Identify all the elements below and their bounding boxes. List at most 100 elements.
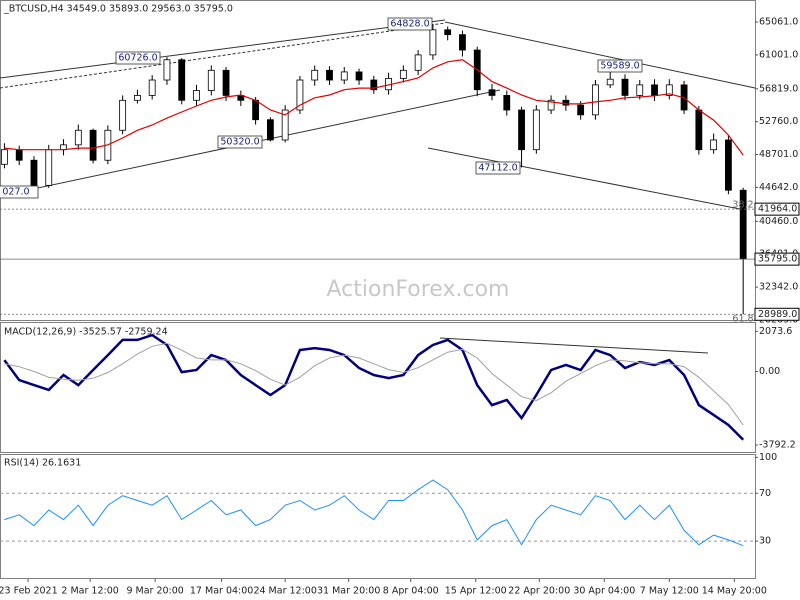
x-tick-label: 23 Feb 2021 xyxy=(0,586,58,597)
y-tick-label: 30 xyxy=(759,536,771,547)
rsi-title: RSI(14) 26.1631 xyxy=(4,458,81,469)
candle-body xyxy=(134,95,141,101)
candle-body xyxy=(1,149,8,165)
moving-average xyxy=(4,59,744,156)
candle-body xyxy=(326,69,333,81)
candle-body xyxy=(89,129,97,161)
candle-body xyxy=(725,139,732,191)
trend-line xyxy=(427,147,746,211)
candle-body xyxy=(636,84,644,96)
series-line xyxy=(4,479,744,547)
annotation: 47112.0 xyxy=(478,163,517,174)
candle-body xyxy=(45,149,53,186)
y-tick-label: 100 xyxy=(759,452,777,463)
y-tick-label: 56819.0 xyxy=(759,83,798,94)
x-tick-label: 31 Mar 20:00 xyxy=(317,586,380,597)
candle-body xyxy=(222,69,230,96)
level-label: 35795.0 xyxy=(758,254,797,265)
candle-body xyxy=(606,78,614,86)
annotation-box xyxy=(475,161,521,175)
x-tick-label: 2 Mar 12:00 xyxy=(61,586,118,597)
annotation: 60726.0 xyxy=(118,53,157,64)
candle-body xyxy=(119,99,127,131)
candle-body xyxy=(399,69,407,79)
y-tick-label: 44642.0 xyxy=(759,182,798,193)
watermark: ActionForex.com xyxy=(327,277,510,302)
series-line xyxy=(4,342,744,426)
y-tick-label: 2073.6 xyxy=(759,326,792,337)
annotation: 38.2 xyxy=(732,200,753,211)
candle-body xyxy=(518,109,525,151)
candle-body xyxy=(30,159,38,186)
annotation-box xyxy=(217,135,263,149)
candle-body xyxy=(577,104,585,116)
candle-body xyxy=(547,99,555,111)
x-tick-label: 14 May 20:00 xyxy=(702,586,767,597)
y-tick-label: -3792.2 xyxy=(759,440,796,451)
level-box xyxy=(754,202,800,216)
annotation: 64828.0 xyxy=(390,19,429,30)
level-label: 28989.0 xyxy=(758,309,797,320)
level-label: 41964.0 xyxy=(758,204,797,215)
y-tick-label: 0.00 xyxy=(759,366,780,377)
x-tick-label: 24 Mar 12:00 xyxy=(253,586,316,597)
candle-body xyxy=(710,139,718,151)
level-box xyxy=(754,252,800,266)
x-tick-label: 7 May 12:00 xyxy=(640,586,699,597)
x-tick-label: 8 Apr 04:00 xyxy=(383,586,439,597)
x-tick-label: 9 Mar 20:00 xyxy=(126,586,183,597)
x-tick-label: 22 Apr 20:00 xyxy=(508,586,570,597)
candle-body xyxy=(148,79,156,96)
candle-body xyxy=(621,78,629,96)
candle-body xyxy=(532,109,540,151)
series-line xyxy=(3,333,745,441)
annotation: 50320.0 xyxy=(220,137,259,148)
annotation-box xyxy=(387,17,433,31)
price-title: _BTCUSD,H4 34549.0 35893.0 29563.0 35795… xyxy=(3,4,233,15)
macd-panel xyxy=(0,322,756,453)
candle-body xyxy=(252,99,260,121)
candle-body xyxy=(74,129,82,146)
level-box xyxy=(754,307,800,321)
candle-body xyxy=(370,79,378,91)
candle-body xyxy=(178,59,186,101)
rsi-panel xyxy=(0,454,756,579)
price-panel xyxy=(0,0,756,321)
annotation: 61.8 xyxy=(732,314,753,325)
candle-body xyxy=(207,69,215,91)
candle-body xyxy=(429,29,437,56)
trend-line xyxy=(0,19,446,79)
x-tick-label: 15 Apr 12:00 xyxy=(445,586,507,597)
x-tick-label: 30 Apr 04:00 xyxy=(573,586,635,597)
candle-body xyxy=(281,109,289,141)
candle-body xyxy=(15,149,23,161)
candle-body xyxy=(503,95,511,111)
candle-body xyxy=(488,89,496,96)
y-tick-label: 48701.0 xyxy=(759,149,798,160)
y-tick-label: 32342.0 xyxy=(759,282,798,293)
y-tick-label: 65061.0 xyxy=(759,16,798,27)
candle-body xyxy=(665,84,673,96)
x-tick-label: 17 Mar 04:00 xyxy=(190,586,253,597)
candle-body xyxy=(296,79,304,111)
macd-title: MACD(12,26,9) -3525.57 -2759.24 xyxy=(4,327,168,338)
trend-line xyxy=(439,337,709,354)
candle-body xyxy=(562,99,570,106)
annotation: 027.0 xyxy=(2,187,29,198)
y-tick-label: 52760.0 xyxy=(759,116,798,127)
annotation-box xyxy=(597,59,643,73)
trend-line xyxy=(444,21,756,89)
candle-body xyxy=(340,71,348,81)
annotation-box xyxy=(0,185,39,199)
annotation: 59589.0 xyxy=(600,61,639,72)
y-tick-label: 61001.0 xyxy=(759,49,798,60)
candle-body xyxy=(266,119,274,141)
candle-body xyxy=(355,71,363,81)
candle-body xyxy=(592,84,599,116)
candle-body xyxy=(163,59,171,81)
annotation-box xyxy=(115,51,161,65)
candle-body xyxy=(695,109,703,151)
trend-line xyxy=(0,22,446,89)
candle-body xyxy=(311,69,319,81)
